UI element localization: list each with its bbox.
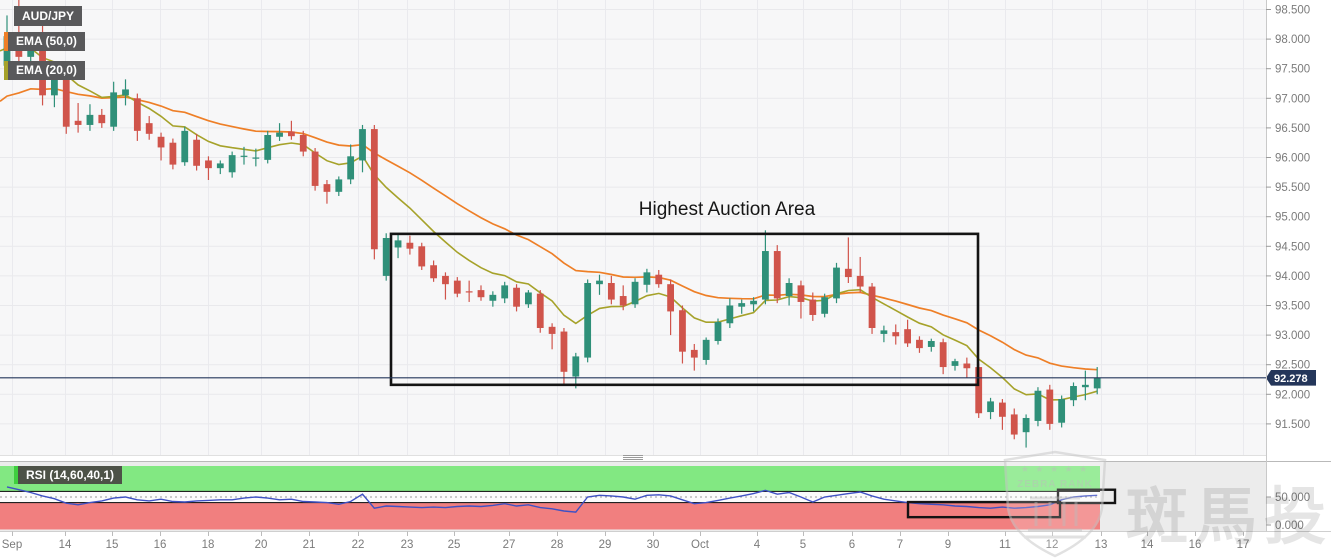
auction-area-box[interactable] xyxy=(389,232,980,387)
current-price-badge xyxy=(1266,370,1316,386)
time-tick-label: 22 xyxy=(352,539,365,551)
watermark-stars: ★ ★ ★ ★ ★ xyxy=(1021,464,1089,474)
time-tick-label: 14 xyxy=(59,539,72,551)
price-tick-label: 91.500 xyxy=(1275,419,1310,431)
ema50-line xyxy=(0,87,1098,371)
pillar-icon xyxy=(1024,496,1086,539)
symbol-badge[interactable]: AUD/JPY xyxy=(14,6,83,26)
time-tick-label: 18 xyxy=(202,539,215,551)
time-tick-label: 6 xyxy=(849,539,855,551)
ema20-color-strip xyxy=(4,61,8,80)
time-tick-label: 28 xyxy=(551,539,564,551)
rsi-label: RSI (14,60,40,1) xyxy=(26,468,115,482)
price-tick-label: 94.000 xyxy=(1275,271,1310,283)
candles-layer xyxy=(3,0,1101,448)
auction-area-label[interactable]: Highest Auction Area xyxy=(638,199,816,220)
price-tick-label: 97.500 xyxy=(1275,64,1310,76)
rsi-tick-label: 50.000 xyxy=(1275,492,1310,504)
time-tick-label: 20 xyxy=(255,539,268,551)
time-tick-label: Oct xyxy=(691,539,710,551)
price-tick-label: 98.500 xyxy=(1275,5,1310,17)
price-tick-label: 96.500 xyxy=(1275,123,1310,135)
price-tick-label: 98.000 xyxy=(1275,34,1310,46)
time-tick-label: 21 xyxy=(303,539,316,551)
time-tick-label: 4 xyxy=(754,539,761,551)
price-tick-label: 93.500 xyxy=(1275,301,1310,313)
time-tick-label: 25 xyxy=(448,539,461,551)
rsi-color-strip xyxy=(14,466,18,484)
symbol-label: AUD/JPY xyxy=(22,9,75,23)
ema50-label: EMA (50,0) xyxy=(16,34,77,48)
time-tick-label: 29 xyxy=(599,539,612,551)
time-tick-label: 17 xyxy=(1237,539,1250,551)
price-pane-bg xyxy=(0,0,1266,456)
watermark-logo: ★ ★ ★ ★ ★ ZEBRA RANK xyxy=(1003,450,1107,558)
price-tick-label: 92.500 xyxy=(1275,360,1310,372)
rsi-tick-label: 0.000 xyxy=(1275,520,1304,532)
rsi-legend-badge[interactable]: RSI (14,60,40,1) xyxy=(14,466,123,484)
price-tick-label: 95.000 xyxy=(1275,212,1310,224)
time-tick-label: 23 xyxy=(401,539,414,551)
price-tick-label: 93.000 xyxy=(1275,330,1310,342)
time-tick-label: 9 xyxy=(945,539,951,551)
time-tick-label: 12 xyxy=(1046,539,1059,551)
watermark-cn: 斑馬投訴 xyxy=(1126,483,1331,552)
price-tick-label: 95.500 xyxy=(1275,182,1310,194)
ema50-legend-badge[interactable]: EMA (50,0) xyxy=(4,32,85,51)
time-tick-label: 7 xyxy=(897,539,903,551)
ema20-label: EMA (20,0) xyxy=(16,63,77,77)
ema20-legend-badge[interactable]: EMA (20,0) xyxy=(4,61,85,80)
price-tick-label: 97.000 xyxy=(1275,93,1310,105)
time-tick-label: 5 xyxy=(800,539,806,551)
rsi-overbought-band xyxy=(0,466,1100,492)
price-tick-label: 96.000 xyxy=(1275,153,1310,165)
time-tick-label: 11 xyxy=(999,539,1011,551)
time-tick-label: 27 xyxy=(503,539,516,551)
time-tick-label: 16 xyxy=(1189,539,1202,551)
time-tick-label: 13 xyxy=(1095,539,1108,551)
price-tick-label: 94.500 xyxy=(1275,241,1310,253)
price-axis: 98.500 98.000 97.500 97.000 96.500 96.000 95.5… xyxy=(1266,5,1310,532)
watermark-brand: ZEBRA RANK xyxy=(1017,479,1093,490)
ema20-line xyxy=(0,47,1098,401)
ema50-color-strip xyxy=(4,32,8,51)
price-tick-label: 92.000 xyxy=(1275,389,1310,401)
time-axis: Sep 14 15 16 18 20 21 22 23 25 27 28 29 30 Oct 4 5 6 7 9 11 1… xyxy=(2,531,1250,551)
current-price-value: 92.278 xyxy=(1274,373,1308,385)
time-tick-label: 15 xyxy=(106,539,119,551)
time-tick-label: 16 xyxy=(154,539,167,551)
time-tick-label: 14 xyxy=(1141,539,1154,551)
pane-resize-handle[interactable] xyxy=(623,455,643,462)
time-tick-label: 30 xyxy=(647,539,660,551)
rsi-breakout-box[interactable] xyxy=(906,500,1062,519)
rsi-line xyxy=(6,486,1098,513)
time-tick-label: Sep xyxy=(2,539,22,551)
v-gridlines xyxy=(12,0,1244,456)
rsi-breakout-box[interactable] xyxy=(1056,488,1117,505)
